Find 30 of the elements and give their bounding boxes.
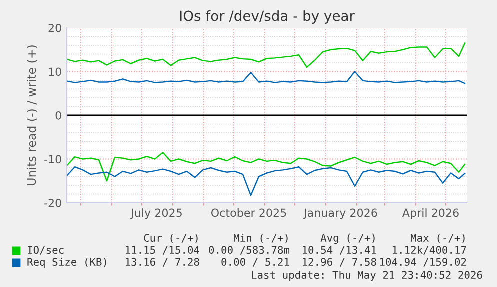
- line-series: [67, 71, 466, 84]
- legend-label: Req Size (KB): [28, 258, 106, 268]
- x-tick-label: July 2025: [130, 208, 182, 220]
- line-series: [67, 166, 466, 196]
- text: 11.15 /15.04: [126, 246, 200, 255]
- line-series: [67, 42, 466, 68]
- text: Last update: Thu May 21 23:40:52 2026: [252, 270, 482, 282]
- line-series: [67, 152, 466, 182]
- text: 0.00 / 5.21: [222, 258, 290, 267]
- x-tick-label: October 2025: [211, 208, 286, 218]
- legend-label: IO/sec: [28, 246, 64, 255]
- text: Min (-/+): [234, 234, 288, 244]
- text: Avg (-/+): [320, 234, 375, 244]
- y-tick-label: 20: [48, 24, 62, 32]
- y-tick-label: -20: [44, 198, 62, 208]
- text: Max (-/+): [410, 234, 465, 244]
- y-tick-label: -10: [44, 155, 62, 164]
- y-axis-title: Units read (-) / write (+): [27, 46, 38, 186]
- chart-title: IOs for /dev/sda - by year: [180, 10, 355, 24]
- y-tick-label: 0: [56, 111, 62, 120]
- x-tick-label: January 2026: [303, 208, 378, 220]
- text: Cur (-/+): [144, 234, 198, 244]
- y-tick-label: 10: [49, 68, 62, 76]
- text: 10.54 /13.41: [303, 246, 376, 255]
- x-tick-label: April 2026: [402, 208, 459, 220]
- text: 0.00 /583.78m: [209, 246, 290, 255]
- text: 13.16 / 7.28: [126, 258, 200, 267]
- text: 104.94 /159.02: [380, 258, 466, 267]
- text: 12.96 / 7.58: [303, 258, 376, 267]
- text: 1.12k/400.17: [393, 246, 466, 255]
